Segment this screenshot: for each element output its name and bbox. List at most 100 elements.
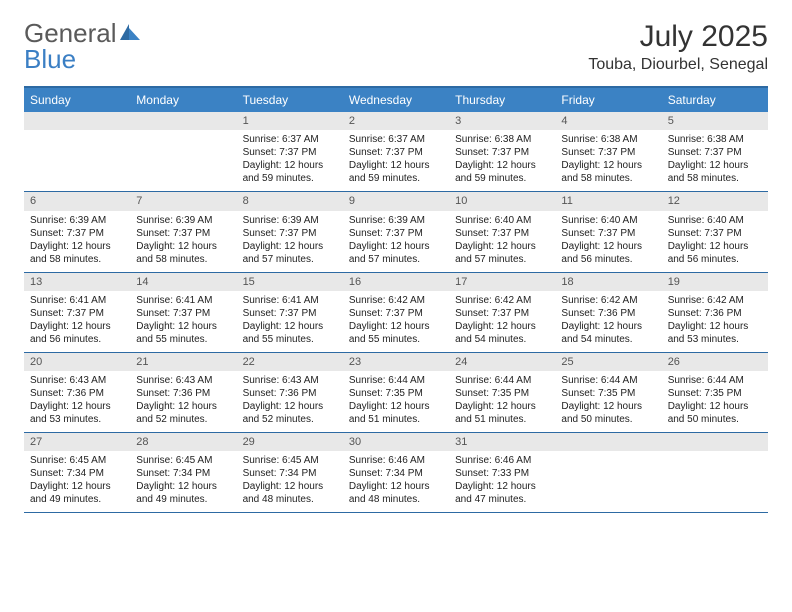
- day-cell: 19Sunrise: 6:42 AMSunset: 7:36 PMDayligh…: [662, 273, 768, 352]
- day-number: 17: [449, 273, 555, 291]
- day-line: and 52 minutes.: [136, 413, 230, 426]
- day-number: 14: [130, 273, 236, 291]
- day-line: Sunrise: 6:43 AM: [243, 374, 337, 387]
- day-number: 10: [449, 192, 555, 210]
- day-content: Sunrise: 6:39 AMSunset: 7:37 PMDaylight:…: [24, 211, 130, 272]
- day-cell: 29Sunrise: 6:45 AMSunset: 7:34 PMDayligh…: [237, 433, 343, 512]
- day-line: Sunset: 7:34 PM: [30, 467, 124, 480]
- day-line: Daylight: 12 hours: [455, 159, 549, 172]
- day-header-cell: Monday: [130, 88, 236, 112]
- day-header-cell: Tuesday: [237, 88, 343, 112]
- week-row: 27Sunrise: 6:45 AMSunset: 7:34 PMDayligh…: [24, 433, 768, 513]
- day-line: Sunset: 7:37 PM: [243, 146, 337, 159]
- day-number: 11: [555, 192, 661, 210]
- day-line: Sunset: 7:35 PM: [561, 387, 655, 400]
- day-header-cell: Saturday: [662, 88, 768, 112]
- day-line: Sunrise: 6:40 AM: [668, 214, 762, 227]
- day-content: Sunrise: 6:43 AMSunset: 7:36 PMDaylight:…: [237, 371, 343, 432]
- weeks-container: 1Sunrise: 6:37 AMSunset: 7:37 PMDaylight…: [24, 112, 768, 513]
- day-number: 19: [662, 273, 768, 291]
- day-line: Daylight: 12 hours: [668, 320, 762, 333]
- day-cell: 2Sunrise: 6:37 AMSunset: 7:37 PMDaylight…: [343, 112, 449, 191]
- day-line: Daylight: 12 hours: [668, 159, 762, 172]
- day-cell: 25Sunrise: 6:44 AMSunset: 7:35 PMDayligh…: [555, 353, 661, 432]
- day-content: Sunrise: 6:40 AMSunset: 7:37 PMDaylight:…: [662, 211, 768, 272]
- logo: General Blue: [24, 20, 142, 72]
- day-line: Daylight: 12 hours: [349, 240, 443, 253]
- day-line: Daylight: 12 hours: [30, 400, 124, 413]
- day-number: 7: [130, 192, 236, 210]
- day-content: Sunrise: 6:39 AMSunset: 7:37 PMDaylight:…: [237, 211, 343, 272]
- day-content: Sunrise: 6:44 AMSunset: 7:35 PMDaylight:…: [555, 371, 661, 432]
- day-header-row: SundayMondayTuesdayWednesdayThursdayFrid…: [24, 88, 768, 112]
- day-content: Sunrise: 6:45 AMSunset: 7:34 PMDaylight:…: [237, 451, 343, 512]
- day-cell: 13Sunrise: 6:41 AMSunset: 7:37 PMDayligh…: [24, 273, 130, 352]
- day-number: [555, 433, 661, 451]
- day-number: 22: [237, 353, 343, 371]
- day-line: Sunset: 7:33 PM: [455, 467, 549, 480]
- day-line: and 59 minutes.: [455, 172, 549, 185]
- day-cell: 17Sunrise: 6:42 AMSunset: 7:37 PMDayligh…: [449, 273, 555, 352]
- day-line: Sunset: 7:36 PM: [668, 307, 762, 320]
- day-line: Sunset: 7:37 PM: [455, 307, 549, 320]
- day-line: Daylight: 12 hours: [668, 240, 762, 253]
- day-line: Sunset: 7:36 PM: [136, 387, 230, 400]
- day-line: and 59 minutes.: [349, 172, 443, 185]
- day-cell: 6Sunrise: 6:39 AMSunset: 7:37 PMDaylight…: [24, 192, 130, 271]
- day-line: and 55 minutes.: [136, 333, 230, 346]
- day-line: and 55 minutes.: [349, 333, 443, 346]
- day-line: and 48 minutes.: [243, 493, 337, 506]
- day-line: Daylight: 12 hours: [243, 480, 337, 493]
- day-line: Sunset: 7:35 PM: [668, 387, 762, 400]
- day-cell: 26Sunrise: 6:44 AMSunset: 7:35 PMDayligh…: [662, 353, 768, 432]
- day-line: Sunrise: 6:42 AM: [349, 294, 443, 307]
- day-number: 6: [24, 192, 130, 210]
- day-cell: 10Sunrise: 6:40 AMSunset: 7:37 PMDayligh…: [449, 192, 555, 271]
- day-line: Sunset: 7:37 PM: [243, 307, 337, 320]
- day-line: Sunrise: 6:43 AM: [136, 374, 230, 387]
- day-line: and 57 minutes.: [243, 253, 337, 266]
- day-cell: 15Sunrise: 6:41 AMSunset: 7:37 PMDayligh…: [237, 273, 343, 352]
- day-content: Sunrise: 6:42 AMSunset: 7:36 PMDaylight:…: [555, 291, 661, 352]
- day-line: Sunset: 7:37 PM: [30, 227, 124, 240]
- day-line: Sunrise: 6:41 AM: [136, 294, 230, 307]
- day-line: Daylight: 12 hours: [243, 159, 337, 172]
- day-number: 23: [343, 353, 449, 371]
- day-line: Daylight: 12 hours: [136, 320, 230, 333]
- day-line: and 47 minutes.: [455, 493, 549, 506]
- week-row: 6Sunrise: 6:39 AMSunset: 7:37 PMDaylight…: [24, 192, 768, 272]
- day-line: Sunset: 7:37 PM: [136, 227, 230, 240]
- day-number: 5: [662, 112, 768, 130]
- day-cell: 9Sunrise: 6:39 AMSunset: 7:37 PMDaylight…: [343, 192, 449, 271]
- day-line: Sunrise: 6:39 AM: [243, 214, 337, 227]
- day-line: Sunset: 7:37 PM: [561, 227, 655, 240]
- day-number: 9: [343, 192, 449, 210]
- day-header-cell: Friday: [555, 88, 661, 112]
- day-line: Sunset: 7:37 PM: [455, 227, 549, 240]
- day-line: Sunrise: 6:39 AM: [30, 214, 124, 227]
- day-line: Sunset: 7:34 PM: [349, 467, 443, 480]
- day-line: Daylight: 12 hours: [30, 480, 124, 493]
- day-line: and 50 minutes.: [668, 413, 762, 426]
- day-number: [24, 112, 130, 130]
- location: Touba, Diourbel, Senegal: [588, 56, 768, 74]
- day-line: Daylight: 12 hours: [136, 480, 230, 493]
- day-number: 1: [237, 112, 343, 130]
- day-cell: 20Sunrise: 6:43 AMSunset: 7:36 PMDayligh…: [24, 353, 130, 432]
- day-line: Daylight: 12 hours: [561, 320, 655, 333]
- day-cell: 8Sunrise: 6:39 AMSunset: 7:37 PMDaylight…: [237, 192, 343, 271]
- week-row: 20Sunrise: 6:43 AMSunset: 7:36 PMDayligh…: [24, 353, 768, 433]
- day-content: Sunrise: 6:44 AMSunset: 7:35 PMDaylight:…: [662, 371, 768, 432]
- day-line: and 58 minutes.: [668, 172, 762, 185]
- day-line: Sunset: 7:37 PM: [243, 227, 337, 240]
- day-content: Sunrise: 6:40 AMSunset: 7:37 PMDaylight:…: [449, 211, 555, 272]
- day-line: and 53 minutes.: [668, 333, 762, 346]
- day-line: Sunrise: 6:42 AM: [455, 294, 549, 307]
- day-line: Sunrise: 6:44 AM: [668, 374, 762, 387]
- day-header-cell: Sunday: [24, 88, 130, 112]
- day-cell: 3Sunrise: 6:38 AMSunset: 7:37 PMDaylight…: [449, 112, 555, 191]
- day-line: Sunset: 7:37 PM: [349, 227, 443, 240]
- day-number: 31: [449, 433, 555, 451]
- day-cell: 30Sunrise: 6:46 AMSunset: 7:34 PMDayligh…: [343, 433, 449, 512]
- day-content: Sunrise: 6:46 AMSunset: 7:34 PMDaylight:…: [343, 451, 449, 512]
